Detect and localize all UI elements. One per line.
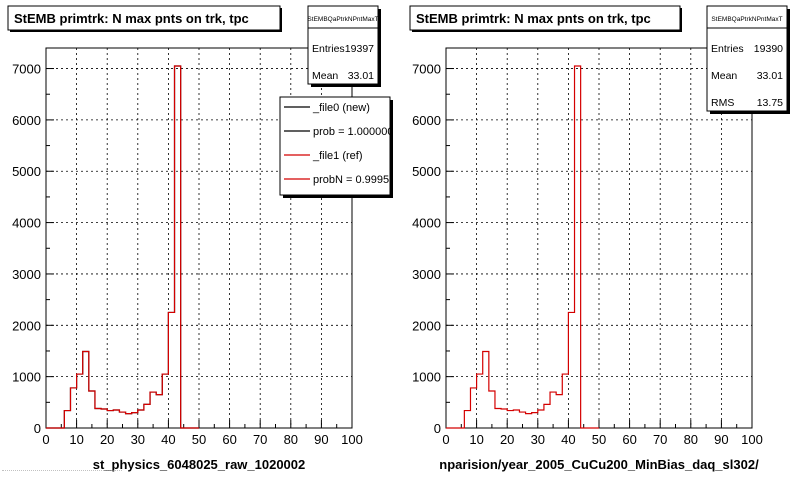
y-tick-label: 3000 <box>412 267 441 282</box>
y-tick-label: 2000 <box>412 318 441 333</box>
title-box <box>409 5 681 31</box>
stats-box <box>307 5 379 85</box>
series-1 <box>446 65 599 429</box>
x-tick-label: 100 <box>341 432 363 447</box>
y-tick-label: 1000 <box>412 370 441 385</box>
legend-label: _file0 (new) <box>312 102 370 114</box>
stats-value: 19390 <box>754 43 783 55</box>
x-tick-label: 0 <box>442 432 449 447</box>
x-tick-label: 80 <box>684 432 698 447</box>
histogram-outline <box>46 65 199 429</box>
x-tick-label: 10 <box>469 432 483 447</box>
x-tick-label: 30 <box>131 432 145 447</box>
legend-label: probN = 0.999597 <box>313 174 401 186</box>
chart-title: StEMB primtrk: N max pnts on trk, tpc <box>416 11 651 26</box>
legend-entries: _file0 (new) prob = 1.000000 _file1 (ref) p… <box>284 102 401 186</box>
x-tick-label: 0 <box>42 432 49 447</box>
title-box <box>7 5 281 31</box>
y-tick-label: 6000 <box>12 113 41 128</box>
x-tick-label: 50 <box>192 432 206 447</box>
stats-name: StEMBQaPtrkNPntMaxT <box>307 16 378 23</box>
stats-box <box>706 5 788 112</box>
stats-label: Mean <box>711 70 737 82</box>
y-tick-label: 4000 <box>412 216 441 231</box>
legend-label: _file1 (ref) <box>312 150 363 162</box>
legend-label: prob = 1.000000 <box>313 126 393 138</box>
x-tick-label: 70 <box>253 432 267 447</box>
chart-title: StEMB primtrk: N max pnts on trk, tpc <box>14 11 249 26</box>
x-tick-label: 40 <box>561 432 575 447</box>
y-tick-label: 3000 <box>12 267 41 282</box>
x-axis-label: st_physics_6048025_raw_1020002 <box>93 457 306 472</box>
stats-label: Entries <box>711 43 744 55</box>
chart-panel-2: 0 10 20 30 40 50 60 70 80 90 100010002000300040005… <box>409 5 790 472</box>
stats-label: Mean <box>312 70 338 82</box>
histogram-outline <box>446 65 599 429</box>
chart-panel-1: 0 10 20 30 40 50 60 70 80 90 100010002000300040005… <box>7 5 401 472</box>
x-tick-label: 80 <box>284 432 298 447</box>
x-tick-label: 90 <box>714 432 728 447</box>
x-tick-label: 90 <box>314 432 328 447</box>
x-tick-label: 20 <box>100 432 114 447</box>
x-tick-label: 20 <box>500 432 514 447</box>
legend: _file0 (new) prob = 1.000000 _file1 (ref) p… <box>279 96 401 198</box>
stats-label: RMS <box>711 97 734 109</box>
y-tick-label: 5000 <box>12 164 41 179</box>
x-tick-label: 60 <box>222 432 236 447</box>
footer-scribble <box>2 470 122 474</box>
y-tick-label: 4000 <box>12 216 41 231</box>
y-tick-label: 7000 <box>412 62 441 77</box>
y-tick-label: 6000 <box>412 113 441 128</box>
stats-value: 13.75 <box>757 97 783 109</box>
y-tick-label: 0 <box>34 421 41 436</box>
x-tick-label: 100 <box>741 432 763 447</box>
stats-value: 19397 <box>345 43 374 55</box>
x-tick-label: 30 <box>531 432 545 447</box>
x-tick-label: 50 <box>592 432 606 447</box>
x-tick-label: 40 <box>161 432 175 447</box>
stats-label: Entries <box>312 43 345 55</box>
stats-value: 33.01 <box>348 70 374 82</box>
x-tick-label: 10 <box>69 432 83 447</box>
x-tick-label: 70 <box>653 432 667 447</box>
y-tick-label: 0 <box>434 421 441 436</box>
stats-name: StEMBQaPtrkNPntMaxT <box>711 16 782 23</box>
y-tick-label: 5000 <box>412 164 441 179</box>
series-2 <box>46 65 199 429</box>
y-tick-label: 1000 <box>12 370 41 385</box>
x-tick-label: 60 <box>622 432 636 447</box>
stats-value: 33.01 <box>757 70 783 82</box>
y-tick-label: 7000 <box>12 62 41 77</box>
x-axis-label: nparision/year_2005_CuCu200_MinBias_daq_… <box>439 457 759 472</box>
y-tick-label: 2000 <box>12 318 41 333</box>
